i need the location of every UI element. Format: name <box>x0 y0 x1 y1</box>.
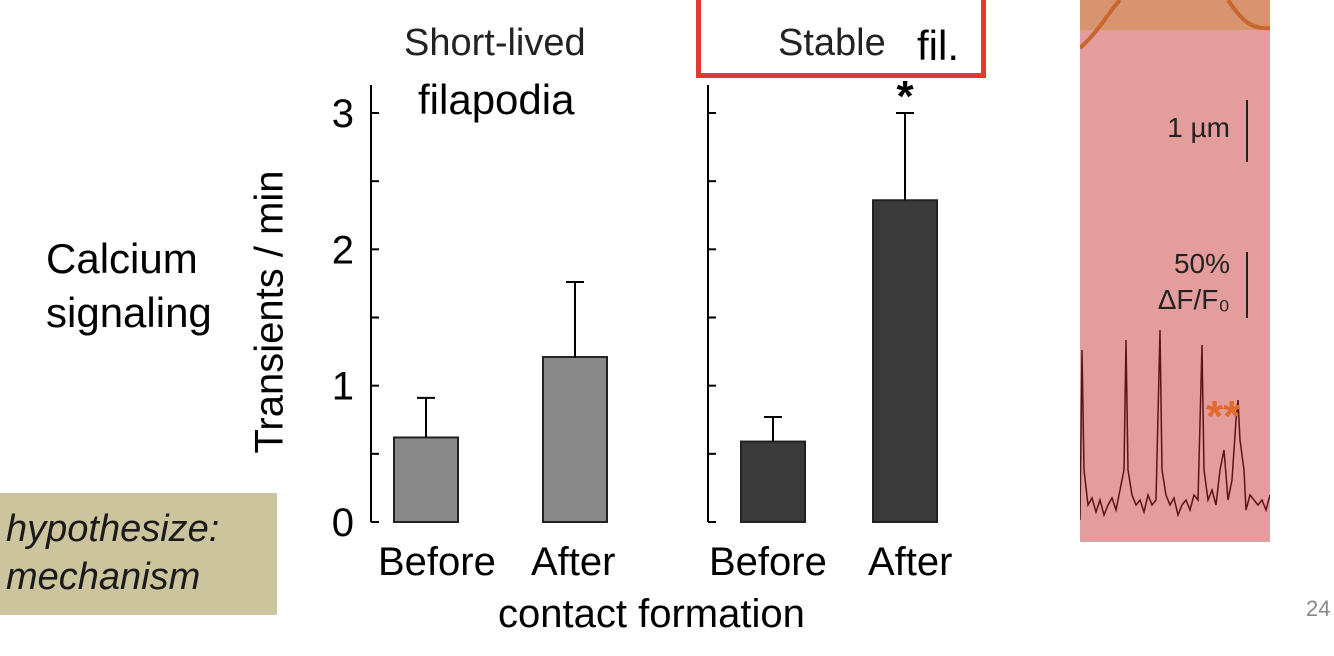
trace-top-curve <box>1080 0 1270 50</box>
bar <box>872 199 938 523</box>
significance-marker: * <box>896 72 914 121</box>
hypothesis-text: hypothesize: mechanism <box>6 505 219 601</box>
highlight-box <box>696 0 986 78</box>
y-tick-label: 1 <box>332 365 354 409</box>
bar <box>740 440 806 523</box>
intensity-scale-label-2: ΔF/F₀ <box>1157 284 1230 315</box>
left-panel-title-line-1: Short-lived <box>404 22 586 64</box>
xtick-right-before: Before <box>709 540 827 584</box>
xtick-right-after: After <box>868 540 953 584</box>
y-tick-label: 2 <box>332 228 354 272</box>
right-panel-title-line-2: fil. <box>917 22 959 69</box>
y-tick-label: 0 <box>332 501 354 545</box>
row-label-line-2: signaling <box>46 289 212 336</box>
hypothesis-line-2: mechanism <box>6 556 201 598</box>
bar <box>393 436 459 523</box>
trace-panel <box>1080 0 1270 542</box>
length-scale-label: 1 µm <box>1167 112 1230 143</box>
hypothesis-box <box>0 493 277 615</box>
x-axis-label: contact formation <box>498 592 805 636</box>
row-label: Calcium signaling <box>46 232 212 340</box>
xtick-left-after: After <box>531 540 616 584</box>
trace-asterisks: ** <box>1206 392 1241 441</box>
hypothesis-line-1: hypothesize: <box>6 508 220 550</box>
calcium-trace <box>1080 0 1270 521</box>
y-tick-label: 3 <box>332 92 354 136</box>
trace-line <box>1080 329 1270 521</box>
page-number: 24 <box>1306 596 1331 621</box>
intensity-scale-label-1: 50% <box>1173 248 1230 279</box>
row-label-line-1: Calcium <box>46 235 198 282</box>
left-panel-title-line-2: filapodia <box>418 76 575 123</box>
xtick-left-before: Before <box>378 540 496 584</box>
right-panel-title-line-1: Stable <box>778 22 886 64</box>
bar <box>542 356 608 523</box>
